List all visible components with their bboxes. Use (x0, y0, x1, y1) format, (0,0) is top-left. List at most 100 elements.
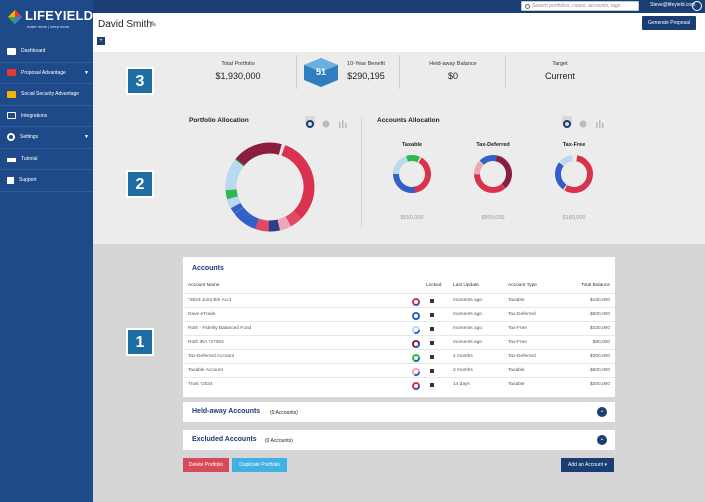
bar-view-icon[interactable] (337, 116, 347, 128)
table-row[interactable]: *3923 Joint Brk Acct moments ago Taxable $1… (183, 293, 615, 307)
excluded-count: (0 Accounts) (265, 438, 293, 444)
table-row[interactable]: Tax-Deferred Account 4 months Tax-Deferred… (183, 349, 615, 363)
lock-icon[interactable] (430, 355, 434, 359)
table-row[interactable]: Taxable Account 2 months Taxable $600,000 (183, 363, 615, 377)
held-away-accounts-card[interactable]: Held-away Accounts (0 Accounts) ⌄ (183, 402, 615, 422)
lock-icon[interactable] (430, 327, 434, 331)
proposal-icon (7, 69, 16, 77)
top-bar: Search portfolios, cases, accounts, tags… (0, 0, 705, 13)
search-placeholder: Search portfolios, cases, accounts, tags (532, 3, 621, 9)
last-update: 2 months (453, 368, 473, 373)
add-tag-button[interactable]: + (97, 37, 105, 45)
logo[interactable]: LIFEYIELD make more | keep more (8, 8, 93, 34)
account-name: Dave eTrade (188, 312, 216, 317)
sidebar-item-label: Dashboard (21, 48, 46, 55)
user-email[interactable]: Steve@lifeyield.com (650, 2, 696, 8)
col-header-name: Account Name (188, 283, 220, 288)
sidebar-item-settings[interactable]: Settings ▼ (0, 127, 93, 149)
logo-text: LIFEYIELD (25, 8, 94, 23)
lock-icon[interactable] (430, 369, 434, 373)
pie-view-icon[interactable] (578, 116, 588, 128)
taxable-title: Taxable (401, 142, 423, 148)
kpi-label: Held-away Balance (429, 61, 477, 67)
held-away-title: Held-away Accounts (192, 408, 261, 415)
lock-icon[interactable] (430, 341, 434, 345)
gear-icon (7, 133, 15, 142)
search-input[interactable]: Search portfolios, cases, accounts, tags (521, 1, 639, 11)
divider (399, 55, 400, 89)
account-type: Taxable (508, 298, 525, 303)
logo-tagline: make more | keep more (27, 24, 70, 29)
account-type: Taxable (508, 368, 525, 373)
benefit-hexagon-icon (304, 58, 338, 87)
lock-icon[interactable] (430, 383, 434, 387)
allocation-mini-donut-icon (412, 340, 420, 348)
sidebar-nav: Dashboard Proposal Advantage ▼ Social Se… (0, 41, 93, 192)
tax-free-title: Tax-Free (562, 142, 586, 148)
book-icon (7, 176, 14, 184)
last-update: 14 days (453, 382, 470, 387)
main-content: David Smith ✎ + Generate Proposal 3 Tota… (93, 13, 705, 502)
delete-portfolio-button[interactable]: Delete Portfolio (183, 458, 229, 472)
allocation-mini-donut-icon (412, 382, 420, 390)
add-account-button[interactable]: Add an Account ▾ (561, 458, 614, 472)
sidebar-item-support[interactable]: Support (0, 170, 93, 192)
sidebar-item-social-security[interactable]: Social Security Advantage (0, 84, 93, 106)
allocation-mini-donut-icon (412, 312, 420, 320)
sidebar-item-label: Settings (20, 134, 39, 141)
callout-badge-3: 3 (126, 67, 154, 95)
lock-icon[interactable] (430, 299, 434, 303)
duplicate-portfolio-button[interactable]: Duplicate Portfolio (232, 458, 287, 472)
sidebar-item-proposal-advantage[interactable]: Proposal Advantage ▼ (0, 63, 93, 84)
table-row[interactable]: Roth IRA *27054 moments ago Tax-Free $80,00… (183, 335, 615, 349)
account-type: Tax-Deferred (508, 354, 536, 359)
allocation-divider (361, 118, 362, 228)
account-name: Trust *2534 (188, 382, 213, 387)
pencil-icon[interactable]: ✎ (150, 20, 157, 29)
tax-deferred-value: $800,000 (481, 215, 505, 221)
donut-view-icon[interactable] (562, 116, 572, 128)
account-type: Tax-Deferred (508, 312, 536, 317)
tax-deferred-donut (474, 155, 512, 193)
tax-free-value: $180,000 (562, 215, 586, 221)
portfolio-allocation-title: Portfolio Allocation (189, 117, 249, 124)
col-header-update: Last Update (453, 283, 479, 288)
sidebar-item-tutorial[interactable]: Tutorial (0, 149, 93, 170)
sidebar-item-label: Social Security Advantage (21, 91, 80, 98)
allocation-mini-donut-icon (412, 326, 420, 334)
pie-view-icon[interactable] (321, 116, 331, 128)
client-name: David Smith (98, 19, 152, 30)
divider (296, 55, 297, 89)
sidebar-item-integrations[interactable]: Integrations (0, 106, 93, 127)
generate-proposal-button[interactable]: Generate Proposal (642, 16, 696, 30)
kpi-target: Target Current (525, 61, 595, 81)
total-balance: $600,000 (589, 368, 610, 373)
last-update: 4 months (453, 354, 473, 359)
allocation-mini-donut-icon (412, 354, 420, 362)
last-update: moments ago (453, 340, 483, 345)
total-balance: $80,000 (592, 340, 610, 345)
kpi-value: $0 (447, 71, 458, 81)
total-balance: $200,000 (589, 382, 610, 387)
sidebar-item-label: Support (19, 177, 37, 184)
chevron-down-icon[interactable]: ⌄ (597, 407, 607, 417)
excluded-accounts-card[interactable]: Excluded Accounts (0 Accounts) ⌄ (183, 430, 615, 450)
kpi-held-away-balance: Held-away Balance $0 (418, 61, 488, 81)
table-row[interactable]: Roth - Fidelity Balanced Fund moments ago… (183, 321, 615, 335)
chevron-down-icon: ▼ (84, 69, 89, 76)
table-row[interactable]: Dave eTrade moments ago Tax-Deferred $500,0… (183, 307, 615, 321)
sidebar-item-dashboard[interactable]: Dashboard (0, 41, 93, 63)
table-row[interactable]: Trust *2534 14 days Taxable $200,000 (183, 377, 615, 391)
account-name: Tax-Deferred Account (188, 354, 235, 359)
bar-view-icon[interactable] (594, 116, 604, 128)
donut-view-icon[interactable] (305, 116, 315, 128)
chevron-down-icon[interactable]: ⌄ (597, 435, 607, 445)
allocation-mini-donut-icon (412, 368, 420, 376)
donut-segments (225, 142, 315, 232)
table-header: Account Name Locked Last Update Account … (183, 283, 615, 293)
lock-icon[interactable] (430, 313, 434, 317)
search-icon (525, 3, 530, 9)
sidebar-item-label: Integrations (21, 112, 48, 119)
user-avatar-icon[interactable] (692, 1, 702, 11)
allocation-mini-donut-icon (412, 298, 420, 306)
